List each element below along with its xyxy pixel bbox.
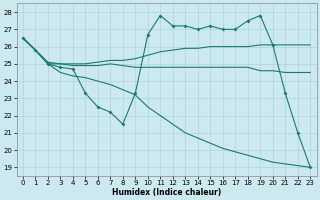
X-axis label: Humidex (Indice chaleur): Humidex (Indice chaleur): [112, 188, 221, 197]
